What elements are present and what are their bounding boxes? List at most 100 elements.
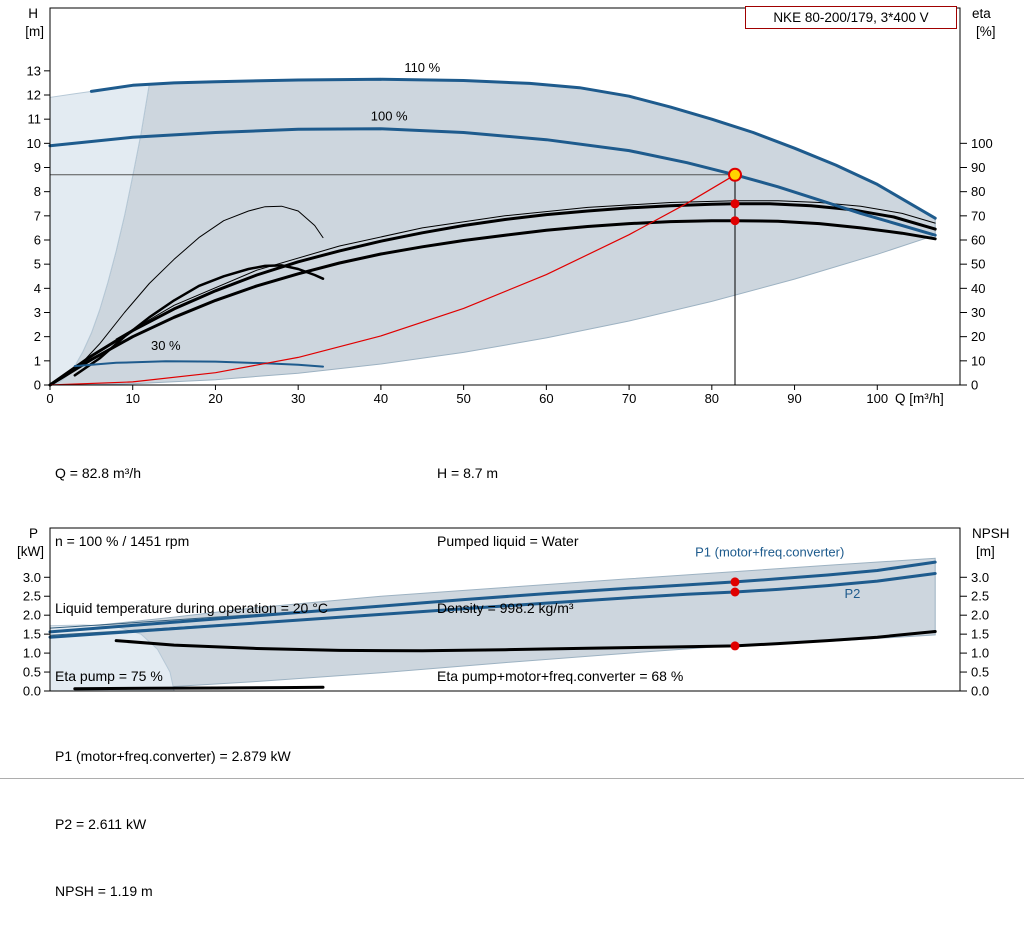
speed-110-curve: [89, 77, 937, 220]
duty-point[interactable]: [728, 167, 742, 182]
speed-100-curve: [48, 127, 937, 237]
axis-tick-label: 0.0: [971, 684, 989, 699]
plot-frame: [49, 7, 961, 386]
axis-tick-label: 20: [971, 329, 985, 344]
info-line-npsh: NPSH = 1.19 m: [55, 883, 153, 899]
axis-tick-label: 1: [34, 353, 41, 368]
axis-tick-label: 40: [971, 281, 985, 296]
curve-label: P1 (motor+freq.converter): [695, 544, 844, 559]
axis-tick-label: 30: [971, 305, 985, 320]
axis-tick-label: 70: [622, 391, 636, 406]
axis-tick-label: 3.0: [23, 570, 41, 585]
axis-tick-label: 0: [34, 378, 41, 393]
duty-info-left: Q = 82.8 m³/h n = 100 % / 1451 rpm Liqui…: [55, 417, 328, 732]
y-left-axis-unit: [kW]: [17, 544, 44, 559]
window-bottom-border: [0, 778, 1024, 779]
axis-tick-label: 1.5: [971, 627, 989, 642]
info-line-eta-pump: Eta pump = 75 %: [55, 667, 163, 684]
info-line-q: Q = 82.8 m³/h: [55, 465, 141, 481]
x-axis-label: Q [m³/h]: [895, 391, 944, 406]
y-left-axis-unit: [m]: [25, 24, 44, 39]
eta-pump-curve: [48, 202, 937, 387]
axis-tick-label: 10: [27, 136, 41, 151]
axis-tick-label: 2.5: [23, 589, 41, 604]
pump-title-box: NKE 80-200/179, 3*400 V: [745, 6, 957, 29]
p1-curve: [48, 560, 937, 634]
info-line-p2: P2 = 2.611 kW: [55, 815, 147, 832]
axis-tick-label: 3.0: [971, 570, 989, 585]
axis-tick-label: 1.0: [971, 646, 989, 661]
eta-total-dot: [730, 216, 740, 226]
y-left-axis-name: H: [28, 6, 38, 21]
axis-tick-label: 100: [866, 391, 888, 406]
eta-pump-dot: [730, 199, 740, 209]
qh-chart: 0123456789101112130102030405060708090100…: [25, 6, 996, 406]
power-npsh-chart: 0.0 0.5 1.0 1.5 2.0 2.5 3.0 0.0 0.5 1.0 1.5 2.0 2.5 3…: [17, 526, 1010, 699]
eta-30-thin: [74, 205, 324, 371]
axis-tick-label: 9: [34, 160, 41, 175]
axis-tick-label: 80: [705, 391, 719, 406]
info-line-liquid: Pumped liquid = Water: [437, 532, 579, 549]
curve-label: 110 %: [404, 60, 440, 75]
npsh-curve: [114, 630, 937, 653]
axis-tick-label: 1.0: [23, 646, 41, 661]
curve-label: P2: [845, 586, 861, 601]
axis-tick-label: 10: [971, 353, 985, 368]
axis-tick-label: 13: [27, 63, 41, 78]
speed-30-curve: [73, 360, 324, 368]
duty-info-right: H = 8.7 m Pumped liquid = Water Density …: [437, 417, 683, 732]
axis-tick-label: 60: [971, 233, 985, 248]
npsh-dot: [730, 641, 740, 651]
axis-tick-label: 70: [971, 208, 985, 223]
axis-tick-label: 1.5: [23, 627, 41, 642]
operating-envelope: [49, 78, 936, 386]
eta-total-curve: [48, 219, 937, 387]
y-right-axis-name: NPSH: [972, 526, 1010, 541]
system-curve: [49, 174, 736, 386]
axis-tick-label: 100: [971, 136, 993, 151]
axis-tick-label: 3: [34, 305, 41, 320]
power-info: P1 (motor+freq.converter) = 2.879 kW P2 …: [55, 700, 291, 948]
axis-tick-label: 7: [34, 208, 41, 223]
p2-curve: [48, 572, 937, 639]
axis-tick-label: 0: [971, 378, 978, 393]
axis-tick-label: 90: [971, 160, 985, 175]
axis-tick-label: 90: [787, 391, 801, 406]
axis-tick-label: 8: [34, 184, 41, 199]
axis-tick-label: 2: [34, 329, 41, 344]
axis-tick-label: 80: [971, 184, 985, 199]
axis-tick-label: 6: [34, 233, 41, 248]
axis-tick-label: 40: [374, 391, 388, 406]
axis-tick-label: 20: [208, 391, 222, 406]
info-line-p1: P1 (motor+freq.converter) = 2.879 kW: [55, 748, 291, 764]
info-line-h: H = 8.7 m: [437, 465, 499, 481]
axis-tick-label: 4: [34, 281, 41, 296]
p1-dot: [730, 577, 740, 587]
axis-tick-label: 50: [456, 391, 470, 406]
axis-tick-label: 11: [28, 112, 42, 127]
info-line-temperature: Liquid temperature during operation = 20…: [55, 600, 328, 616]
axis-tick-label: 5: [34, 257, 41, 272]
plot-frame: [49, 527, 961, 692]
y-right-axis-name: eta: [972, 6, 991, 21]
info-line-speed: n = 100 % / 1451 rpm: [55, 532, 190, 549]
y-right-axis-unit: [m]: [976, 544, 995, 559]
axis-tick-label: 0.0: [23, 684, 41, 699]
axis-tick-label: 0.5: [23, 665, 41, 680]
axis-tick-label: 50: [971, 257, 985, 272]
axis-tick-label: 0.5: [971, 665, 989, 680]
pump-curve-panel: 0 1 2 3 4 5 6 7 8 9 10 11 12 13 0 10 20 30 40 50 60 70 80 90 100…: [0, 6, 1024, 899]
axis-tick-label: 12: [27, 88, 41, 103]
axis-tick-label: 60: [539, 391, 553, 406]
y-left-axis-name: P: [29, 526, 38, 541]
axis-tick-label: 30: [291, 391, 305, 406]
axis-tick-label: 0: [46, 391, 53, 406]
axis-tick-label: 2.0: [971, 608, 989, 623]
y-right-axis-unit: [%]: [976, 24, 996, 39]
info-line-eta-total: Eta pump+motor+freq.converter = 68 %: [437, 667, 684, 684]
eta-110-thin: [115, 200, 936, 340]
curve-label: 100 %: [371, 108, 408, 123]
axis-tick-label: 2.5: [971, 589, 989, 604]
npsh-30-curve: [73, 685, 325, 691]
axis-tick-label: 2.0: [23, 608, 41, 623]
